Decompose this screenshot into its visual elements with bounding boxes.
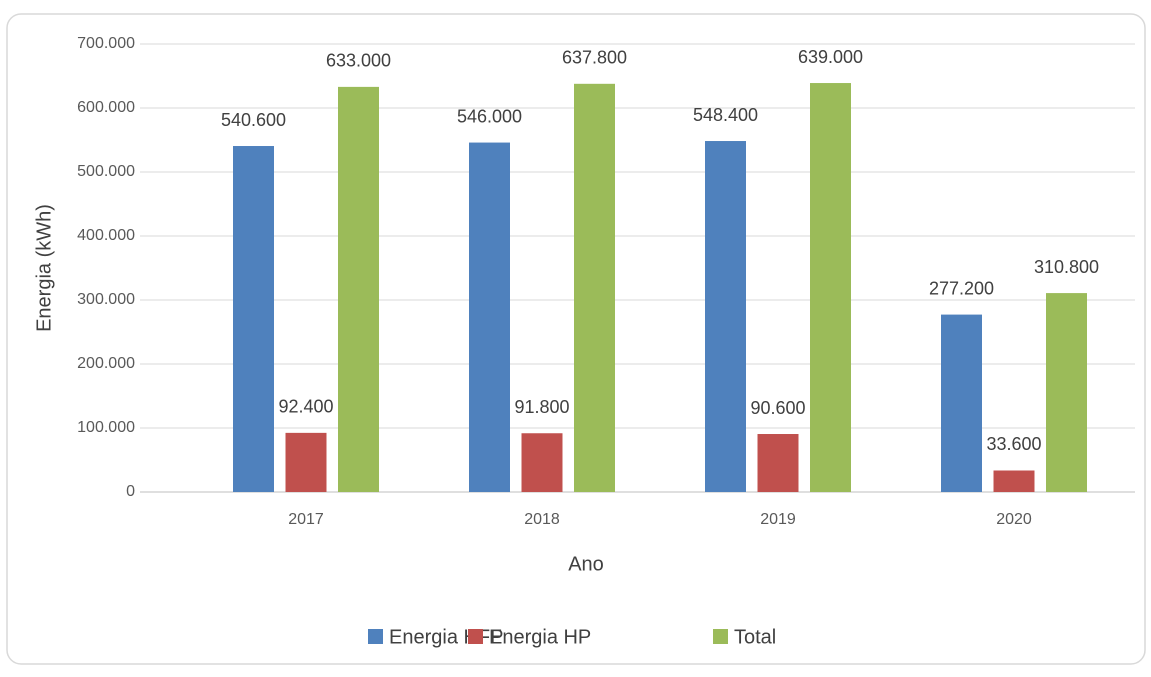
y-tick-label: 700.000 [77,35,135,52]
y-tick-label: 0 [126,483,135,500]
x-tick-label: 2018 [524,511,560,528]
value-label: 33.600 [986,434,1041,454]
x-tick-label: 2017 [288,511,324,528]
y-axis-label: Energia (kWh) [33,204,55,332]
y-tick-label: 600.000 [77,99,135,116]
legend-swatch [368,629,383,644]
value-label: 92.400 [278,397,333,417]
value-label: 90.600 [750,398,805,418]
x-tick-label: 2020 [996,511,1032,528]
value-label: 91.800 [514,397,569,417]
legend-label: Total [734,626,776,648]
y-tick-label: 300.000 [77,291,135,308]
bar [941,314,982,492]
value-label: 639.000 [798,47,863,67]
bar [1046,293,1087,492]
x-axis-label: Ano [568,553,604,575]
value-label: 633.000 [326,51,391,71]
value-label: 546.000 [457,106,522,126]
y-tick-label: 200.000 [77,355,135,372]
value-label: 548.400 [693,105,758,125]
bar [469,142,510,492]
value-label: 637.800 [562,48,627,68]
bar [521,433,563,492]
bar [285,432,327,492]
bar [574,83,615,493]
y-tick-label: 400.000 [77,227,135,244]
bar [338,86,379,492]
legend-swatch [713,629,728,644]
value-label: 277.200 [929,278,994,298]
legend-swatch [468,629,483,644]
bar [233,146,274,493]
bar [757,434,799,492]
bar [705,141,746,493]
value-label: 310.800 [1034,257,1099,277]
value-label: 540.600 [221,110,286,130]
bar [993,470,1035,492]
bar [810,83,851,492]
legend-label: Energia HFP [389,626,504,648]
y-tick-label: 100.000 [77,419,135,436]
x-tick-label: 2019 [760,511,796,528]
legend-label: Energia HP [489,626,591,648]
y-tick-label: 500.000 [77,163,135,180]
